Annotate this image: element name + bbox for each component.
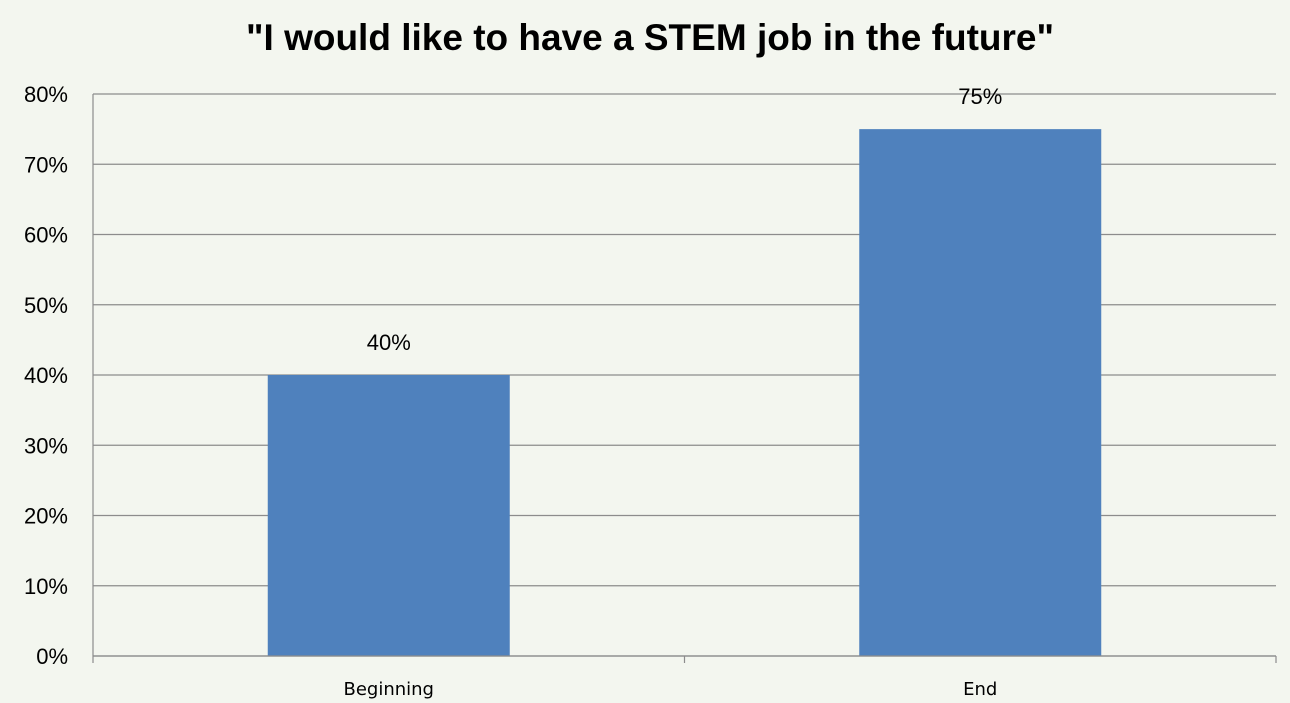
bars: [267, 129, 1102, 656]
axes: [92, 94, 1277, 663]
y-tick-label: 20%: [24, 504, 68, 529]
data-label: 40%: [367, 330, 411, 355]
x-tick-label: End: [963, 679, 997, 700]
chart-title: "I would like to have a STEM job in the …: [246, 17, 1054, 58]
y-tick-label: 70%: [24, 152, 68, 177]
data-label: 75%: [958, 84, 1002, 109]
bar: [859, 129, 1102, 656]
labels: 0% 10% 20% 30% 40% 50% 60% 70% 80% 40% Beginning 75…: [24, 82, 1002, 700]
y-tick-label: 60%: [24, 223, 68, 248]
y-tick-label: 10%: [24, 574, 68, 599]
y-tick-label: 40%: [24, 363, 68, 388]
bar: [267, 375, 510, 656]
y-tick-label: 30%: [24, 433, 68, 458]
y-tick-label: 0%: [36, 644, 68, 669]
y-tick-label: 80%: [24, 82, 68, 107]
y-tick-label: 50%: [24, 293, 68, 318]
x-tick-label: Beginning: [343, 679, 434, 700]
